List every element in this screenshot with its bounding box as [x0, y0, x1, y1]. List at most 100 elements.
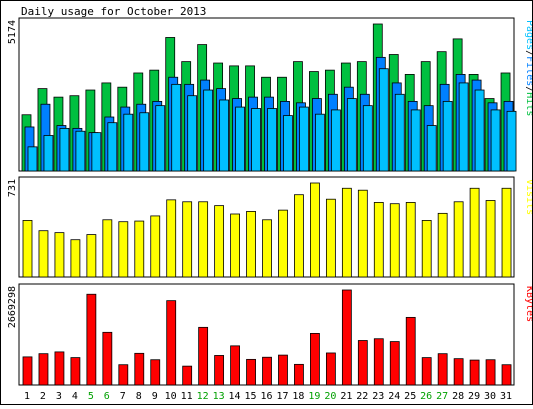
bar-kbytes — [182, 365, 193, 386]
side-label-part: Files — [524, 56, 532, 86]
bar-pages — [139, 112, 150, 172]
bar-visits — [70, 239, 81, 278]
y-max-label-kbytes: 2669298 — [7, 286, 18, 328]
bar-kbytes — [485, 359, 496, 386]
bar-kbytes — [150, 359, 161, 386]
bar-pages — [27, 146, 38, 172]
x-tick-label: 14 — [229, 391, 241, 402]
bar-kbytes — [262, 356, 272, 386]
side-label-hits_files_pages: Pages/Files/Hits — [524, 20, 532, 116]
x-tick-label: 15 — [245, 391, 257, 402]
x-tick-label: 12 — [197, 391, 209, 402]
bar-kbytes — [389, 341, 400, 386]
bar-visits — [246, 211, 256, 278]
bar-kbytes — [214, 355, 225, 386]
chart-title: Daily usage for October 2013 — [21, 5, 206, 18]
x-tick-label: 1 — [24, 391, 30, 402]
x-tick-label: 30 — [484, 391, 496, 402]
x-tick-label: 31 — [500, 391, 512, 402]
bar-pages — [43, 135, 54, 172]
bar-kbytes — [310, 332, 320, 386]
bar-visits — [341, 187, 352, 278]
x-tick-label: 20 — [324, 391, 336, 402]
side-label-part: / — [524, 86, 532, 92]
bar-kbytes — [437, 353, 448, 386]
bar-visits — [134, 220, 145, 278]
bar-pages — [123, 113, 134, 172]
bar-visits — [182, 201, 193, 278]
bar-kbytes — [278, 354, 288, 386]
x-tick-label: 17 — [276, 391, 288, 402]
x-tick-label: 18 — [292, 391, 304, 402]
bar-pages — [458, 82, 469, 172]
bar-kbytes — [230, 345, 240, 386]
bar-kbytes — [38, 353, 49, 386]
x-tick-label: 25 — [404, 391, 416, 402]
bar-kbytes — [134, 352, 145, 386]
bar-kbytes — [405, 316, 416, 386]
bar-kbytes — [501, 364, 512, 386]
bar-kbytes — [70, 357, 81, 386]
side-label-part: KBytes — [524, 286, 532, 322]
bar-visits — [437, 212, 448, 278]
bar-visits — [86, 234, 97, 278]
bar-kbytes — [421, 357, 432, 386]
bar-visits — [118, 221, 129, 278]
bar-visits — [278, 209, 288, 278]
x-tick-label: 24 — [388, 391, 400, 402]
x-tick-label: 9 — [152, 391, 158, 402]
bar-visits — [310, 182, 320, 278]
x-tick-label: 13 — [213, 391, 225, 402]
bar-pages — [315, 113, 325, 172]
x-tick-label: 16 — [260, 391, 272, 402]
bar-visits — [357, 189, 368, 278]
bar-kbytes — [198, 326, 209, 386]
bar-visits — [501, 187, 512, 278]
side-label-part: Visits — [524, 179, 532, 215]
bar-visits — [54, 232, 65, 278]
side-label-kbytes: KBytes — [524, 286, 532, 322]
bar-kbytes — [54, 351, 65, 386]
x-tick-label: 19 — [308, 391, 320, 402]
bar-visits — [38, 230, 49, 278]
side-label-part: Pages — [524, 20, 532, 50]
bar-pages — [410, 109, 421, 172]
bar-pages — [330, 109, 341, 172]
x-tick-label: 4 — [72, 391, 78, 402]
bar-visits — [22, 220, 33, 278]
bar-pages — [171, 83, 182, 172]
x-tick-label: 22 — [356, 391, 368, 402]
bar-pages — [394, 93, 405, 172]
x-tick-label: 10 — [165, 391, 177, 402]
bar-kbytes — [246, 358, 256, 386]
bar-kbytes — [118, 364, 129, 386]
bar-kbytes — [373, 338, 384, 386]
x-tick-label: 11 — [181, 391, 193, 402]
bar-visits — [421, 220, 432, 278]
bar-visits — [389, 203, 400, 278]
side-label-part: / — [524, 50, 532, 56]
bar-kbytes — [22, 356, 33, 386]
bar-pages — [251, 108, 261, 172]
bar-pages — [378, 68, 389, 172]
bar-pages — [59, 127, 70, 172]
bar-kbytes — [166, 300, 177, 386]
bar-visits — [294, 194, 304, 278]
bar-visits — [166, 199, 177, 278]
x-tick-label: 8 — [136, 391, 142, 402]
bar-visits — [325, 198, 336, 278]
x-tick-label: 28 — [452, 391, 464, 402]
bar-pages — [107, 122, 118, 172]
x-tick-label: 23 — [372, 391, 384, 402]
bar-visits — [453, 201, 464, 278]
bar-pages — [346, 98, 357, 172]
bar-visits — [198, 201, 209, 278]
bar-visits — [405, 202, 416, 278]
y-max-label-visits: 731 — [7, 179, 18, 197]
bar-pages — [155, 105, 166, 172]
y-max-label-hits_files_pages: 5174 — [7, 20, 18, 44]
bar-visits — [373, 202, 384, 278]
bar-pages — [490, 109, 501, 172]
bar-visits — [262, 219, 272, 278]
